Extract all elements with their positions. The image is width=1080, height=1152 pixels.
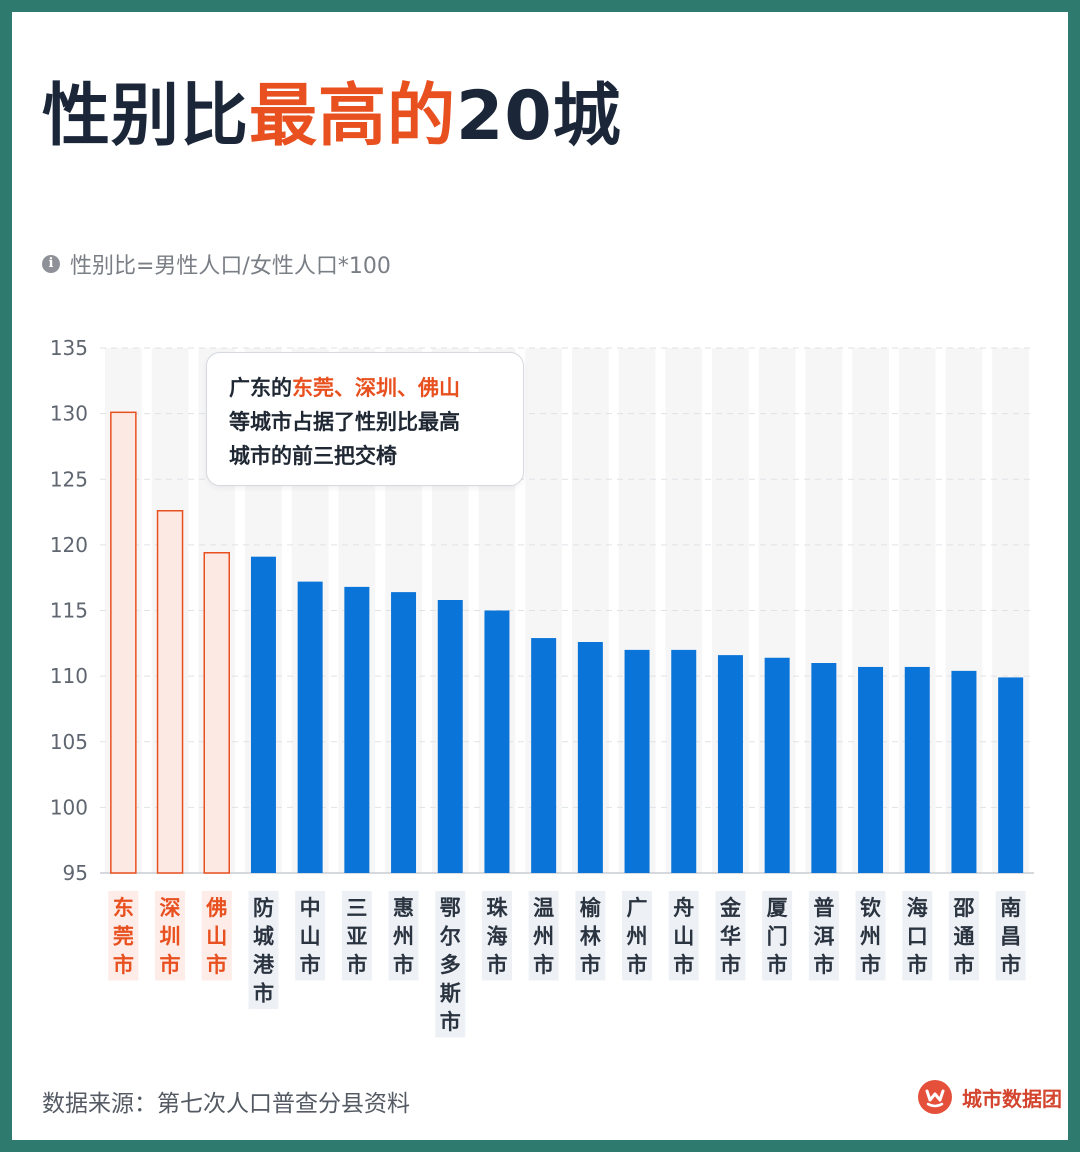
x-tick-label: 舟山市	[673, 896, 694, 977]
title-part-1: 性别比	[42, 77, 250, 156]
bar	[391, 592, 417, 873]
x-tick-label: 东莞市	[113, 896, 134, 977]
brand: 城市数据团	[918, 1080, 1062, 1114]
x-label-background	[435, 891, 466, 1038]
x-tick-label: 金华市	[719, 896, 742, 977]
x-label-background	[948, 891, 979, 981]
x-tick-label: 中山市	[300, 896, 321, 977]
x-label-background	[995, 891, 1026, 981]
info-icon: i	[42, 255, 60, 273]
x-label-background	[622, 891, 653, 981]
x-tick-label: 防城港市	[253, 896, 275, 1006]
x-label-background	[341, 891, 372, 981]
bar	[951, 670, 977, 873]
brand-name: 城市数据团	[962, 1086, 1062, 1111]
bar	[250, 556, 276, 873]
annotation-callout: 广东的东莞、深圳、佛山 等城市占据了性别比最高 城市的前三把交椅	[206, 352, 524, 486]
bar-chart: 95 100 105 110 115 120 125 130 135 东莞市 深圳市 佛山市 防城港市 中…	[50, 336, 1034, 1038]
data-source: 数据来源：第七次人口普查分县资料	[42, 1091, 410, 1117]
x-label-background	[575, 891, 606, 981]
callout-line-1: 广东的东莞、深圳、佛山	[229, 371, 523, 405]
x-label-background	[715, 891, 746, 981]
y-tick-label: 100	[50, 795, 88, 819]
x-tick-label: 三亚市	[346, 896, 367, 977]
callout-highlight: 东莞、深圳、佛山	[292, 376, 460, 400]
x-label-background	[155, 891, 186, 981]
x-label-background	[668, 891, 699, 981]
formula-text: 性别比=男性人口/女性人口*100	[70, 254, 391, 279]
bar	[858, 666, 884, 873]
title-part-3: 20城	[456, 77, 622, 156]
bar	[624, 649, 650, 873]
x-label-background	[528, 891, 559, 981]
bar-highlighted	[110, 411, 137, 874]
y-tick-label: 115	[50, 599, 88, 623]
x-label-background	[295, 891, 326, 981]
x-label-background	[108, 891, 139, 981]
x-label-background	[481, 891, 512, 981]
bar	[717, 655, 743, 873]
x-label-background	[762, 891, 793, 981]
bar	[484, 610, 510, 873]
y-tick-label: 130	[50, 402, 88, 426]
brand-logo-icon	[918, 1080, 952, 1114]
bar	[998, 677, 1024, 873]
x-tick-label: 鄂尔多斯市	[440, 896, 461, 1034]
page-title: 性别比最高的20城	[42, 60, 622, 159]
x-tick-label: 珠海市	[486, 896, 508, 977]
x-tick-label: 钦州市	[860, 896, 881, 977]
bar	[297, 581, 323, 873]
x-tick-label: 广州市	[627, 896, 648, 977]
x-tick-label: 惠州市	[393, 896, 414, 977]
x-tick-label: 佛山市	[205, 896, 227, 977]
bar	[904, 666, 930, 873]
formula-note: i 性别比=男性人口/女性人口*100	[42, 248, 391, 280]
callout-line-2: 等城市占据了性别比最高	[229, 410, 460, 434]
bar	[437, 600, 463, 873]
bar	[811, 663, 837, 873]
x-label-background	[248, 891, 279, 1009]
title-part-2: 最高的	[249, 77, 457, 156]
x-label-background	[388, 891, 419, 981]
x-label-background	[855, 891, 886, 981]
bar-highlighted	[156, 510, 184, 874]
x-tick-label: 邵通市	[952, 896, 974, 977]
x-label-background	[902, 891, 933, 981]
x-label-background	[808, 891, 839, 981]
y-tick-label: 135	[50, 336, 88, 360]
x-tick-label: 普洱市	[813, 896, 834, 977]
callout-prefix: 广东的	[229, 376, 292, 400]
bar	[577, 642, 603, 873]
x-tick-label: 温州市	[533, 896, 554, 977]
x-tick-label: 南昌市	[1000, 896, 1021, 977]
bar	[764, 657, 790, 873]
y-tick-label: 95	[63, 861, 88, 885]
bar	[531, 638, 557, 873]
x-tick-label: 海口市	[907, 896, 928, 977]
callout-line-3: 城市的前三把交椅	[229, 444, 397, 468]
x-tick-label: 厦门市	[767, 896, 788, 977]
bar-highlighted	[203, 552, 230, 874]
bar	[671, 649, 697, 873]
x-label-background	[201, 891, 232, 981]
y-tick-label: 125	[50, 467, 88, 491]
x-tick-label: 深圳市	[160, 896, 181, 977]
x-tick-label: 榆林市	[580, 896, 602, 977]
y-tick-label: 105	[50, 730, 88, 754]
bar	[344, 586, 370, 873]
y-tick-label: 120	[50, 533, 88, 557]
y-tick-label: 110	[50, 664, 88, 688]
